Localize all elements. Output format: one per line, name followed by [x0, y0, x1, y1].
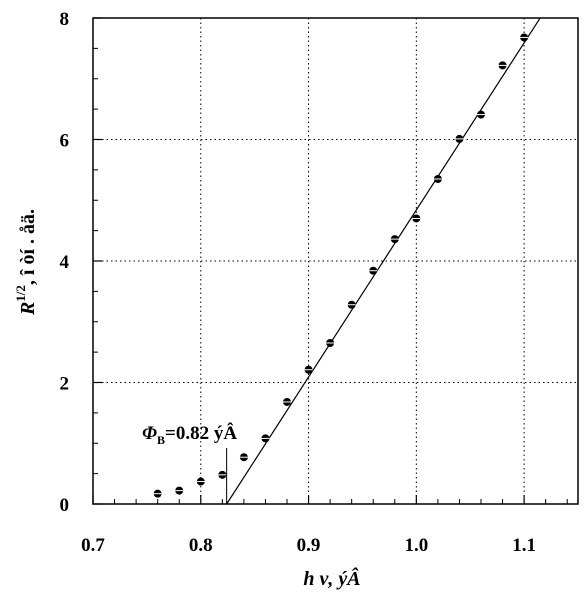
x-axis-label: h ν, ýÂ	[303, 566, 360, 590]
y-tick-label: 0	[60, 495, 70, 516]
phi-subscript: B	[157, 433, 165, 447]
grid	[93, 18, 578, 504]
axis-ticks	[92, 17, 568, 505]
x-tick-label: 0.8	[189, 535, 213, 556]
x-tick-label: 0.9	[297, 535, 321, 556]
x-tick-label: 1.1	[512, 535, 536, 556]
y-tick-label: 2	[60, 374, 70, 395]
tick-labels: 0.7 0.8 0.9 1.0 1.1 0 2 4 6 8	[60, 9, 536, 556]
x-tick-label: 0.7	[81, 535, 105, 556]
y-axis-label-group: R1/2, î òí . åä.	[13, 209, 39, 316]
y-tick-label: 8	[60, 9, 70, 30]
y-axis-label-sup: 1/2	[13, 285, 28, 302]
fit-line-group	[226, 17, 541, 505]
plot-frame	[92, 17, 579, 505]
annotation-text: ΦB=0.82 ýÂ	[142, 422, 237, 447]
y-tick-label: 4	[60, 252, 70, 273]
phi-symbol: Φ	[142, 423, 157, 444]
y-tick-label: 6	[60, 131, 70, 152]
y-axis-label-rest: , î òí . åä.	[17, 209, 39, 285]
data-points	[153, 33, 529, 498]
annotation-value: =0.82 ýÂ	[165, 422, 237, 444]
x-tick-label: 1.0	[404, 535, 428, 556]
annotation: ΦB=0.82 ýÂ	[142, 422, 237, 504]
fit-line	[226, 17, 541, 505]
y-axis-label: R1/2, î òí . åä.	[13, 209, 39, 316]
y-axis-label-main: R	[17, 302, 39, 316]
